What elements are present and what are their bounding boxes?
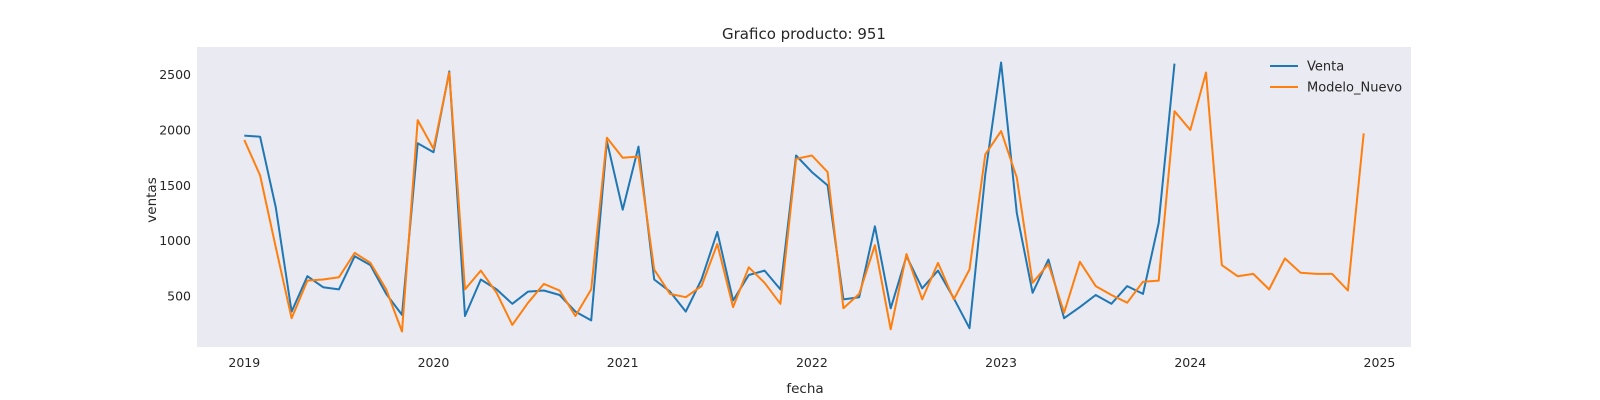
x-axis-label: fecha [786,381,823,397]
series-lines [243,61,1365,333]
x-tick-label: 2019 [228,355,260,370]
x-tick-label: 2024 [1174,355,1206,370]
y-tick-label: 2500 [159,67,191,82]
plot-area [197,47,1411,347]
x-tick-label: 2020 [418,355,450,370]
y-tick-label: 1000 [159,233,191,248]
legend-label: Modelo_Nuevo [1307,81,1402,96]
y-axis-label: ventas [144,177,160,222]
x-tick-label: 2022 [796,355,828,370]
legend: Venta Modelo_Nuevo [1270,60,1402,96]
y-axis-ticks: 500 1000 1500 2000 2500 [159,67,191,303]
x-tick-label: 2021 [607,355,639,370]
chart-title: Grafico producto: 951 [722,25,886,43]
series-line-modelo-nuevo [243,71,1365,333]
x-tick-label: 2023 [985,355,1017,370]
y-tick-label: 2000 [159,123,191,138]
y-tick-label: 500 [167,289,191,304]
series-line-venta [244,61,1176,330]
x-tick-label: 2025 [1364,355,1396,370]
x-axis-ticks: 2019 2020 2021 2022 2023 2024 2025 [228,355,1395,370]
y-tick-label: 1500 [159,178,191,193]
legend-label: Venta [1307,60,1344,75]
